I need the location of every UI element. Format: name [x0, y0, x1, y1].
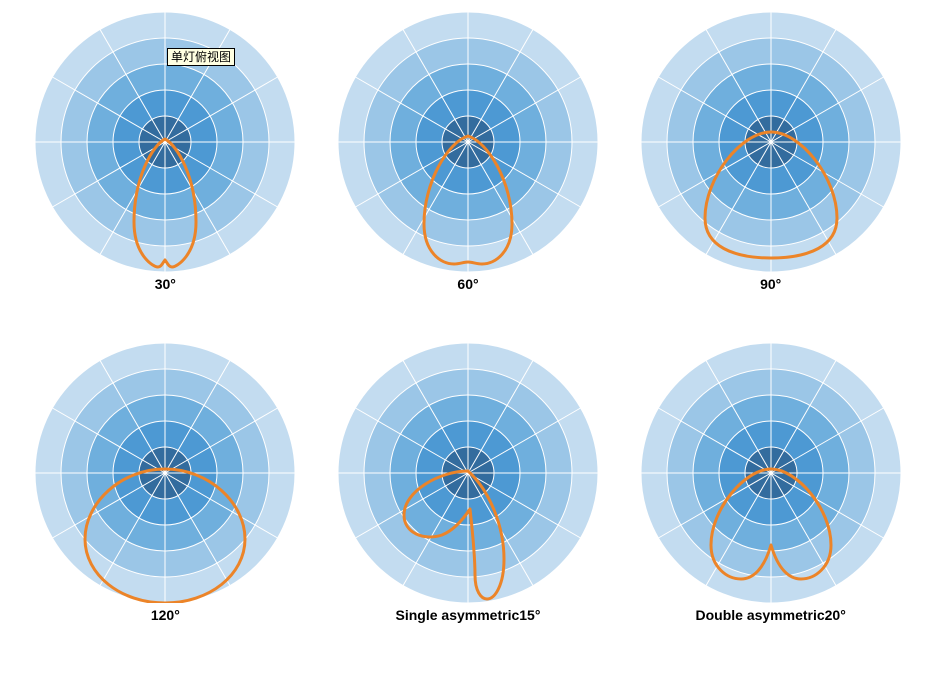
polar-chart [641, 343, 901, 603]
chart-grid: 30° 60° 90° 120° Single asymmetric15° Double … [0, 0, 936, 675]
chart-caption: Double asymmetric20° [695, 607, 845, 623]
chart-wrap [641, 12, 901, 272]
chart-caption: 60° [457, 276, 478, 292]
chart-cell: Double asymmetric20° [633, 343, 908, 664]
polar-chart [338, 343, 598, 603]
tooltip-text: 单灯俯视图 [171, 50, 231, 64]
polar-chart [338, 12, 598, 272]
polar-chart [35, 12, 295, 272]
chart-caption: 30° [155, 276, 176, 292]
chart-wrap [338, 343, 598, 603]
polar-chart [35, 343, 295, 603]
chart-cell: 30° [28, 12, 303, 333]
chart-wrap [338, 12, 598, 272]
chart-cell: Single asymmetric15° [331, 343, 606, 664]
chart-caption: 90° [760, 276, 781, 292]
chart-caption: 120° [151, 607, 180, 623]
chart-caption: Single asymmetric15° [396, 607, 541, 623]
chart-cell: 60° [331, 12, 606, 333]
chart-wrap [641, 343, 901, 603]
chart-wrap [35, 12, 295, 272]
polar-chart [641, 12, 901, 272]
tooltip-box: 单灯俯视图 [167, 48, 235, 66]
chart-wrap [35, 343, 295, 603]
chart-cell: 90° [633, 12, 908, 333]
page: 单灯俯视图 30° 60° 90° 120° Single asymmetric15° D… [0, 0, 936, 675]
chart-cell: 120° [28, 343, 303, 664]
